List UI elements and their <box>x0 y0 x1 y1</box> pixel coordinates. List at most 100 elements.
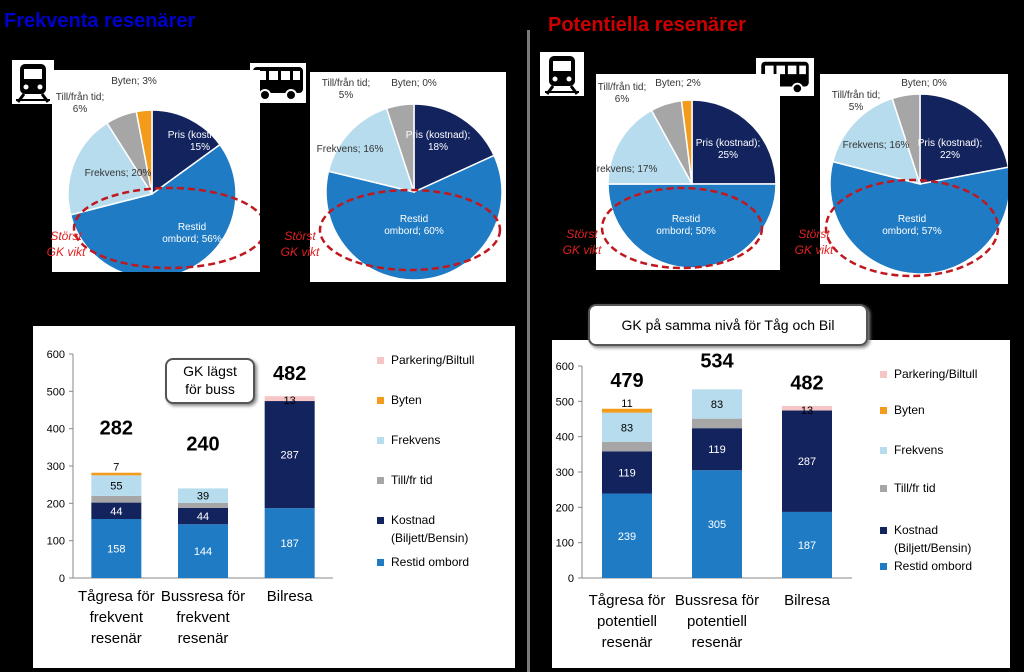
bar-total-label: 240 <box>186 433 219 455</box>
legend-swatch <box>880 527 887 534</box>
stacked-bar-chart-potential: 0100200300400500600239119278311479Tågres… <box>552 340 1010 668</box>
pie-slice-label: Restid ombord; 57% <box>882 214 942 237</box>
y-tick-label: 300 <box>47 461 65 473</box>
legend-label: Restid ombord <box>894 559 972 573</box>
pie-slice <box>831 97 922 186</box>
legend-swatch <box>880 563 887 570</box>
bar-segment <box>602 412 652 442</box>
bar-segment <box>692 428 742 471</box>
note-same-level: GK på samma nivå för Tåg och Bil <box>588 304 868 346</box>
legend-label: Byten <box>391 393 422 407</box>
bar-segment <box>692 470 742 578</box>
y-tick-label: 300 <box>556 467 574 479</box>
bar-value-label: 7 <box>113 462 119 474</box>
legend-swatch <box>880 485 887 492</box>
legend-swatch <box>880 407 887 414</box>
bar-segment <box>692 418 742 429</box>
train-icon <box>540 52 584 96</box>
legend-swatch <box>377 517 384 524</box>
pie-slice-label: Byten; 0% <box>391 78 437 89</box>
bar-segment <box>782 511 832 578</box>
pie-slice-label: Frekvens; 16% <box>317 144 384 155</box>
highlight-ellipse <box>824 178 1000 278</box>
category-label: Bilresa <box>267 588 314 605</box>
pie-slice-label: Till/från tid; 6% <box>598 81 647 105</box>
bar-total-label: 282 <box>100 418 133 440</box>
bar-value-label: 144 <box>194 546 212 558</box>
note-lowest-gk-bus: GK lägst för buss <box>165 358 255 404</box>
pie-slice-label: Frekvens; 16% <box>843 140 910 151</box>
bar-total-label: 479 <box>610 370 643 392</box>
pie-slice <box>385 103 415 193</box>
highlight-ellipse <box>600 186 764 270</box>
pie-slice-label: Restid ombord; 56% <box>162 222 222 245</box>
pie-slice-label: Frekvens; 20% <box>85 168 152 179</box>
y-tick-label: 200 <box>556 502 574 514</box>
bar-value-label: 83 <box>621 422 633 434</box>
bar-segment <box>782 405 832 411</box>
bar-value-label: 11 <box>621 398 632 410</box>
pie-slice <box>691 99 777 185</box>
y-tick-label: 500 <box>556 396 574 408</box>
category-label: Tågresa för frekvent resenär <box>78 588 155 647</box>
bar-segment <box>178 524 228 578</box>
legend-swatch <box>377 559 384 566</box>
y-tick-label: 400 <box>47 424 65 436</box>
pie-slice-label: Restid ombord; 60% <box>384 214 444 237</box>
pie-slice-label: Till/från tid; 5% <box>322 77 371 101</box>
pie-slice <box>680 99 693 185</box>
legend-label: Kostnad (Biljett/Bensin) <box>894 523 971 555</box>
bar-segment <box>178 502 228 508</box>
pie-slice-label: Pris (kostnad); 22% <box>918 138 982 161</box>
y-tick-label: 600 <box>47 349 65 361</box>
legend-swatch <box>377 437 384 444</box>
legend-swatch <box>377 357 384 364</box>
stacked-bar-chart-frequent: 01002003004005006001584418557282Tågresa … <box>33 326 515 668</box>
legend-swatch <box>377 477 384 484</box>
pie-chart-frequent-train: Pris (kostnad); 15% Restid ombord; 56% Frekv… <box>52 70 260 272</box>
pie-slice-label: Till/från tid; 6% <box>56 91 105 115</box>
pie-slice <box>919 93 1008 185</box>
pie-slice-label: Frekvens; 17% <box>596 164 657 175</box>
bar-value-label: 239 <box>618 531 636 543</box>
bar-value-label: 13 <box>801 405 813 417</box>
y-tick-label: 100 <box>47 536 65 548</box>
highlight-ellipse <box>318 188 502 272</box>
legend-swatch <box>880 447 887 454</box>
bar-value-label: 119 <box>708 444 726 456</box>
pie-chart-potential-bus: Pris (kostnad); 22% Restid ombord; 57% Frekv… <box>820 74 1008 284</box>
bar-value-label: 187 <box>280 538 298 550</box>
bar-segment <box>602 441 652 452</box>
bar-segment <box>602 493 652 578</box>
pie-slice-label: Restid ombord; 50% <box>656 214 716 237</box>
bar-segment <box>91 502 142 520</box>
pie-slice-label: Pris (kostnad); 25% <box>696 138 760 161</box>
pie-slice <box>151 109 222 196</box>
bar-segment <box>692 389 742 419</box>
category-label: Tågresa för potentiell resenär <box>589 592 666 651</box>
legend-label: Parkering/Biltull <box>894 367 977 381</box>
legend-label: Till/fr tid <box>894 481 936 495</box>
bar-segment <box>782 410 832 512</box>
pie-slice <box>607 109 694 185</box>
y-tick-label: 200 <box>47 498 65 510</box>
bar-value-label: 119 <box>618 468 636 480</box>
right-panel-title: Potentiella resenärer <box>548 14 746 36</box>
pie-slice-label: Byten; 2% <box>655 78 701 89</box>
legend-label: Byten <box>894 403 925 417</box>
bar-total-label: 482 <box>273 363 306 385</box>
largest-weight-callout: Störst GK vikt <box>46 229 86 259</box>
bar-segment <box>91 475 142 496</box>
y-tick-label: 0 <box>568 573 574 585</box>
bar-segment <box>264 508 315 578</box>
legend-swatch <box>377 397 384 404</box>
left-panel-title: Frekventa resenärer <box>4 10 196 32</box>
bar-value-label: 287 <box>280 450 298 462</box>
category-label: Bilresa <box>784 592 831 609</box>
bar-segment <box>602 451 652 494</box>
legend-label: Kostnad (Biljett/Bensin) <box>391 513 468 545</box>
bar-segment <box>91 519 142 578</box>
bar-segment <box>264 401 315 509</box>
bar-segment <box>178 507 228 525</box>
train-icon <box>12 60 54 104</box>
